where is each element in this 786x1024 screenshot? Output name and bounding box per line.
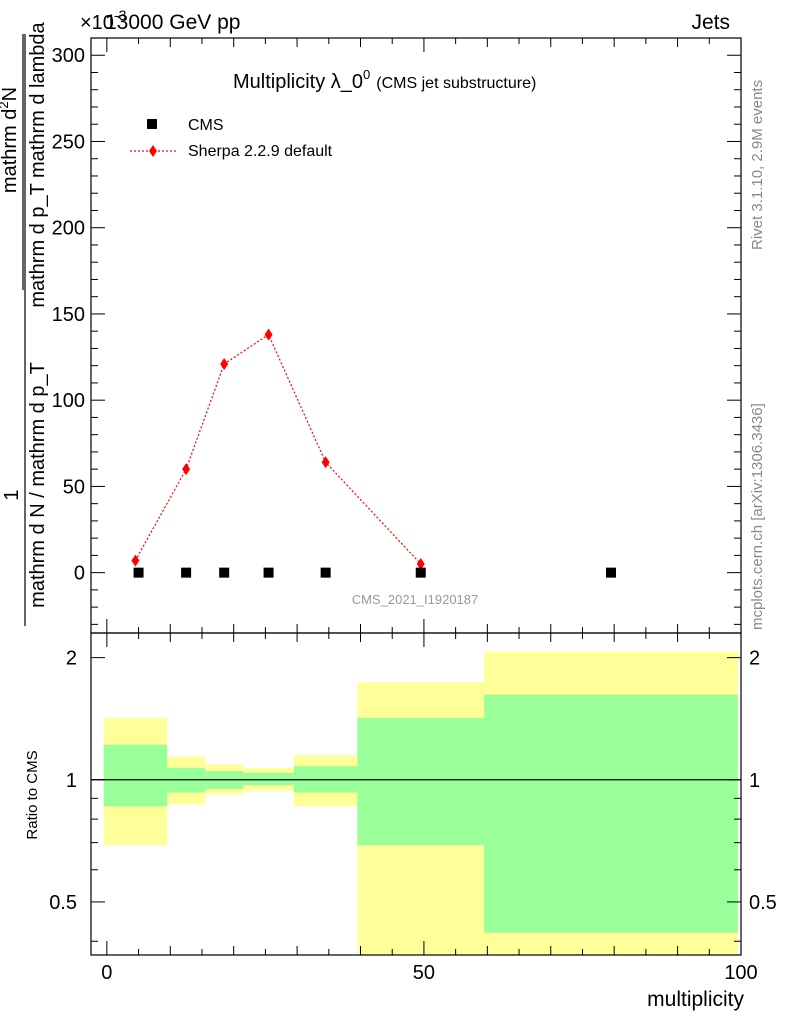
y-tick-label: 100 (52, 390, 85, 412)
sherpa-point (321, 456, 330, 469)
ratio-y-tick-label-right: 1 (749, 770, 760, 792)
sherpa-point (220, 357, 229, 370)
cms-point (133, 567, 144, 578)
legend-label-sherpa: Sherpa 2.2.9 default (188, 143, 333, 160)
ylabel-inner-denominator: mathrm d p_T mathrm d lambda (27, 21, 49, 307)
sherpa-point (264, 328, 273, 341)
ratio-y-tick-label-left: 1 (66, 770, 77, 792)
cms-point (415, 567, 426, 578)
plot-title: Multiplicity λ_00(CMS jet substructure) (233, 67, 536, 93)
ratio-frame (90, 632, 742, 956)
y-tick-label: 0 (74, 563, 85, 585)
y-tick-label: 200 (52, 218, 85, 240)
ylabel-denominator: mathrm d N / mathrm d p_T (27, 362, 49, 608)
rivet-label: Rivet 3.1.10, 2.9M events (749, 80, 766, 250)
ylabel-inner-numerator: mathrm d2N (0, 87, 21, 193)
legend-marker-cms (147, 119, 157, 129)
sherpa-point (131, 554, 140, 567)
y-tick-label: 150 (52, 304, 85, 326)
cms-point (606, 567, 616, 578)
main-ylabel: 1 mathrm d N / mathrm d p_T mathrm d2N m… (0, 21, 49, 626)
y-tick-label: 50 (63, 476, 85, 498)
analysis-watermark: CMS_2021_I1920187 (352, 592, 479, 607)
x-tick-label: 0 (101, 962, 112, 984)
ratio-band-inner (357, 717, 485, 846)
exponent-label: ×10-3 (80, 7, 127, 34)
header-energy: 13000 GeV pp (105, 11, 240, 34)
xlabel: multiplicity (647, 988, 744, 1011)
legend-marker-sherpa (149, 145, 157, 157)
legend-label-cms: CMS (188, 117, 224, 134)
sherpa-point (182, 463, 191, 476)
ratio-y-tick-label-right: 0.5 (749, 892, 777, 914)
mcplots-label: mcplots.cern.ch [arXiv:1306.3436] (749, 403, 766, 630)
ratio-ylabel: Ratio to CMS (24, 750, 41, 839)
y-tick-label: 250 (52, 131, 85, 153)
x-tick-label: 50 (413, 962, 435, 984)
header-process: Jets (691, 11, 730, 34)
sherpa-line (134, 333, 422, 565)
ylabel-numerator: 1 (1, 489, 23, 500)
cms-point (219, 567, 230, 578)
ratio-band-inner (243, 772, 294, 786)
y-tick-label: 300 (52, 45, 85, 67)
cms-point (320, 567, 331, 578)
ratio-y-tick-label-right: 2 (749, 648, 760, 670)
x-tick-label: 100 (724, 962, 757, 984)
ratio-band-inner (103, 744, 168, 807)
ratio-y-tick-label-left: 2 (66, 648, 77, 670)
ratio-band-inner (484, 694, 738, 933)
cms-point (181, 567, 192, 578)
sherpa-point (416, 558, 425, 571)
ratio-panel: 0.5 0.5 1 1 2 2 0 50 100 (49, 632, 777, 984)
ratio-y-tick-label-left: 0.5 (49, 892, 77, 914)
cms-point (263, 567, 274, 578)
legend: CMS Sherpa 2.2.9 default (130, 117, 333, 160)
